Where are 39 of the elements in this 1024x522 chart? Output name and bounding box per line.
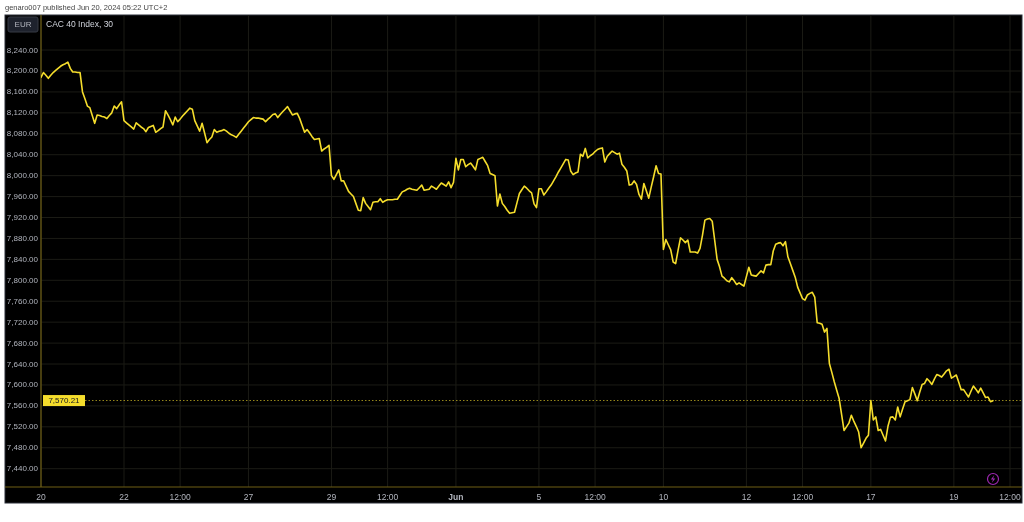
x-tick-label: 12:00 [999, 492, 1021, 502]
x-tick-label: Jun [448, 492, 464, 502]
y-tick-label: 7,760.00 [6, 296, 39, 306]
y-tick-label: 8,080.00 [6, 129, 39, 139]
y-tick-label: 7,920.00 [6, 213, 39, 223]
x-tick-label: 5 [536, 492, 542, 502]
y-tick-label: 7,640.00 [6, 359, 39, 369]
x-tick-label: 10 [658, 492, 669, 502]
x-tick-label: 17 [866, 492, 876, 502]
y-tick-label: 7,840.00 [6, 254, 39, 264]
y-tick-label: 7,960.00 [6, 192, 39, 202]
x-tick-label: 12:00 [376, 492, 399, 502]
y-tick-label: 8,040.00 [6, 150, 39, 160]
x-tick-label: 27 [243, 492, 254, 502]
y-tick-label: 7,600.00 [6, 380, 39, 390]
x-tick-label: 12 [741, 492, 752, 502]
x-tick-label: 20 [36, 492, 46, 502]
y-tick-label: 7,560.00 [6, 401, 39, 411]
x-tick-label: 22 [119, 492, 129, 502]
x-tick-label: 19 [949, 492, 959, 502]
y-tick-label: 8,160.00 [6, 87, 39, 97]
y-tick-label: 7,680.00 [6, 338, 39, 348]
y-tick-label: 8,000.00 [6, 171, 39, 181]
y-tick-label: 8,240.00 [6, 45, 39, 55]
x-tick-label: 12:00 [791, 492, 814, 502]
y-tick-label: 8,200.00 [6, 66, 39, 76]
y-tick-label: 7,480.00 [6, 443, 39, 453]
y-tick-label: 7,800.00 [6, 275, 39, 285]
x-tick-label: 29 [326, 492, 337, 502]
y-tick-label: 7,440.00 [6, 464, 39, 474]
text: CAC 40 Index, 30 [46, 19, 114, 29]
y-axis-title: EUR [14, 20, 32, 29]
ref-line-label: 7,570.21 [48, 396, 81, 406]
y-tick-label: 7,720.00 [6, 317, 39, 327]
y-tick-label: 7,880.00 [6, 233, 39, 243]
y-tick-label: 7,520.00 [6, 422, 39, 432]
y-tick-label: 8,120.00 [6, 108, 39, 118]
x-tick-label: 12:00 [169, 492, 192, 502]
x-tick-label: 12:00 [584, 492, 606, 502]
